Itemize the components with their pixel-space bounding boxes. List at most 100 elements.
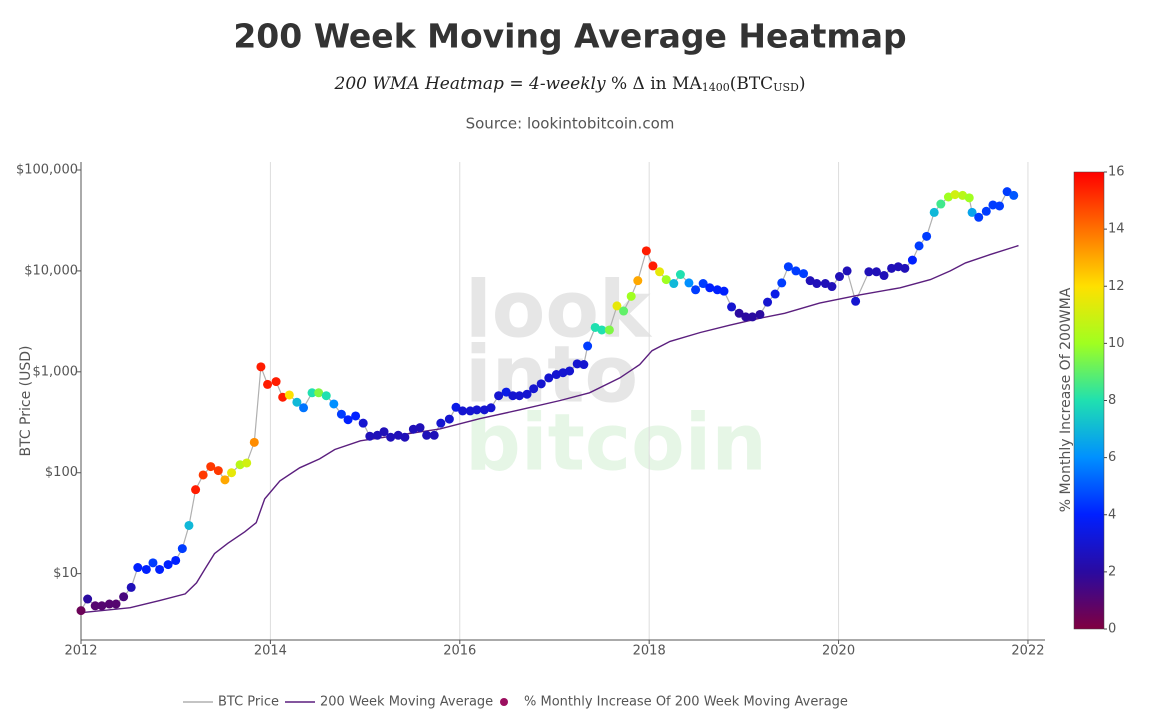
heat-dot [97,601,107,611]
heat-dot [604,325,614,335]
heat-dot [83,594,93,604]
heat-dot [256,362,266,372]
heat-dot [263,379,273,389]
heat-dot [163,560,173,570]
heat-dot [76,606,86,616]
chart-subtitle: 200 WMA Heatmap = 4-weekly % Δ in MA1400… [334,74,806,95]
heat-dot [583,341,593,351]
heat-dot [126,582,136,592]
heat-dot [422,430,432,440]
heat-dot [111,599,121,609]
x-tick-label: 2012 [64,644,97,659]
heat-dot [386,432,396,442]
heat-dot [358,418,368,428]
chart-title: 200 Week Moving Average Heatmap [233,17,906,56]
heat-dot [177,544,187,554]
heat-dot [842,266,852,276]
heat-dot [950,190,960,200]
heat-dot [755,309,765,319]
heat-dot [415,423,425,433]
heat-dot [705,283,715,293]
heat-dot [879,271,889,281]
heat-dot [964,193,974,203]
heat-dot [572,359,582,369]
heat-dot [284,390,294,400]
heat-dot [307,388,317,398]
colorbar-tick-label: 4 [1108,507,1116,522]
heat-dot [529,384,539,394]
heat-dot [669,279,679,289]
heat-dot [522,389,532,399]
y-tick-label: $10,000 [24,263,78,278]
colorbar-tick-label: 12 [1108,279,1125,294]
heat-dot [734,308,744,318]
heat-dot [444,414,454,424]
heat-dot [597,325,607,335]
heat-dot [922,231,932,241]
heat-dot [612,301,622,311]
heat-dot [783,262,793,272]
heat-dot [119,592,129,602]
heat-dot [314,388,324,398]
heat-dot [508,391,518,401]
subtitle-sub: USD [773,81,799,94]
y-tick-label: $1,000 [33,364,79,379]
heat-dot [579,360,589,370]
heat-dot [544,373,554,383]
heat-dot [727,302,737,312]
heat-dot [827,282,837,292]
heat-dot [851,296,861,306]
x-tick-label: 2014 [254,644,287,659]
heat-dot [698,279,708,289]
heat-dot [914,241,924,251]
heat-dot [451,402,461,412]
heat-dot [436,418,446,428]
heat-dot [565,366,575,376]
colorbar-tick-label: 6 [1108,450,1116,465]
y-tick-label: $100 [45,465,78,480]
heat-dot [90,601,100,611]
heat-dot [988,200,998,210]
heat-dot [514,391,524,401]
heat-dot [133,563,143,573]
x-tick-label: 2020 [822,644,855,659]
heat-dot [974,212,984,222]
subtitle-part: 200 WMA Heatmap [334,74,505,94]
colorbar-tick-label: 0 [1108,622,1116,637]
heat-dot [691,285,701,295]
subtitle-sub: 1400 [702,81,730,94]
colorbar-tick-label: 2 [1108,564,1116,579]
heat-dot [191,485,201,495]
heat-dot [249,437,259,447]
heat-dot [1002,187,1012,197]
colorbar-tick-label: 10 [1108,336,1125,351]
heat-dot [661,275,671,285]
subtitle-part: = [509,74,523,94]
heat-dot [429,430,439,440]
heat-dot [675,270,685,280]
heat-dot [648,261,658,271]
heat-dot [684,278,694,288]
heat-dot [400,432,410,442]
watermark: bitcoin [465,398,767,488]
heat-dot [835,272,845,282]
heat-dot [494,391,504,401]
heat-dot [655,267,665,277]
heat-dot [770,289,780,299]
heat-dot [242,458,252,468]
heat-dot [1009,190,1019,200]
heat-dot [864,267,874,277]
heat-dot [271,377,281,387]
heat-dot [777,278,787,288]
heat-dot [198,470,208,480]
heat-dot [900,263,910,273]
legend-swatch [500,698,508,706]
heat-dot [171,555,181,565]
heat-dot [379,427,389,437]
subtitle-part: (BTC [730,74,773,94]
heat-dot [365,431,375,441]
subtitle-part: ) [799,74,806,94]
heat-dot [351,411,361,421]
legend-label: 200 Week Moving Average [320,695,493,710]
